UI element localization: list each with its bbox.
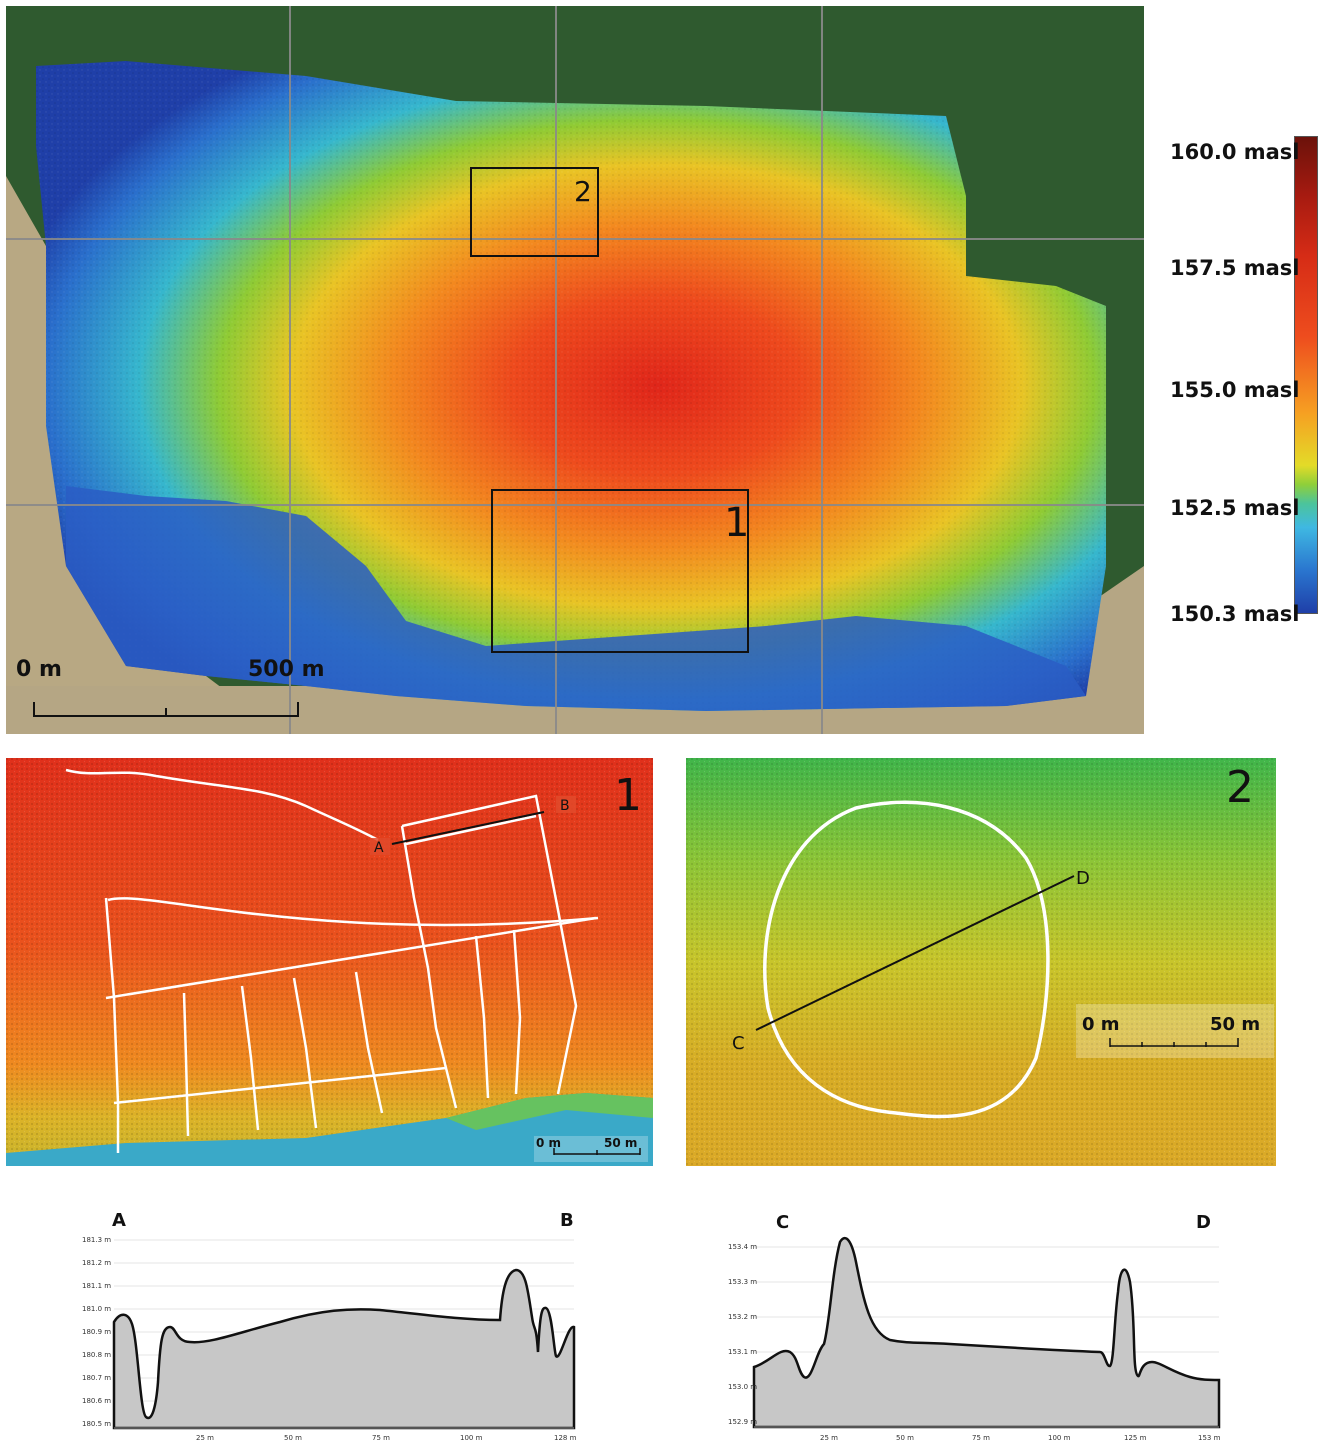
- profile-cd-xtick-5: 153 m: [1198, 1434, 1221, 1442]
- inset-1-scale-zero: 0 m: [536, 1136, 561, 1150]
- profile-line-ab: [391, 811, 545, 845]
- profile-cd-xtick-4: 125 m: [1124, 1434, 1147, 1442]
- inset-2-scale-zero: 0 m: [1082, 1014, 1120, 1035]
- profile-ab-xtick-4: 128 m: [554, 1434, 577, 1442]
- profile-ab-xtick-2: 75 m: [372, 1434, 390, 1442]
- profile-ab-svg: 181.3 m 181.2 m 181.1 m 181.0 m 180.9 m …: [82, 1236, 577, 1442]
- legend-label-high: 157.5 masl: [1170, 256, 1300, 280]
- profile-ab-xtick-3: 100 m: [460, 1434, 483, 1442]
- profile-cd-ytick-3: 153.1 m: [728, 1348, 757, 1356]
- inset-2-panel-label: 2: [1226, 762, 1254, 813]
- profile-ab-ytick-3: 181.0 m: [82, 1305, 111, 1313]
- profile-cd-xtick-2: 75 m: [972, 1434, 990, 1442]
- profile-ab-ytick-7: 180.6 m: [82, 1397, 111, 1405]
- profile-cd-ytick-4: 153.0 m: [728, 1383, 757, 1391]
- profile-cd-svg: 153.4 m 153.3 m 153.2 m 153.1 m 153.0 m …: [728, 1236, 1221, 1442]
- profile-ab-xtick-0: 25 m: [196, 1434, 214, 1442]
- profile-ab-ytick-4: 180.9 m: [82, 1328, 111, 1336]
- profile-ab-xtick-1: 50 m: [284, 1434, 302, 1442]
- profile-cd-xtick-1: 50 m: [896, 1434, 914, 1442]
- elevation-legend: 160.0 masl 157.5 masl 155.0 masl 152.5 m…: [1150, 130, 1320, 640]
- inset-2-scale-bar: 0 m 50 m: [1076, 1004, 1274, 1058]
- inset-2-scale-end: 50 m: [1210, 1014, 1260, 1035]
- inset-1-panel-label: 1: [614, 770, 642, 821]
- main-elevation-map: 2 1 0 m 500 m: [6, 6, 1144, 734]
- profile-ab-ytick-6: 180.7 m: [82, 1374, 111, 1382]
- profile-cd-xtick-3: 100 m: [1048, 1434, 1071, 1442]
- profile-cd-end-label: D: [1196, 1212, 1211, 1233]
- box-label-2: 2: [574, 175, 592, 208]
- inset-1-scale-end: 50 m: [604, 1136, 637, 1150]
- lowland-margin: [66, 486, 1086, 711]
- box-label-1: 1: [724, 500, 749, 546]
- legend-color-ramp: [1294, 136, 1318, 614]
- point-d-label: D: [1076, 868, 1090, 889]
- study-area-box-2: [470, 167, 599, 257]
- main-scale-end: 500 m: [248, 657, 325, 682]
- profile-ab-ytick-8: 180.5 m: [82, 1420, 111, 1428]
- inset-1-scale-bar: 0 m 50 m: [534, 1136, 648, 1162]
- profile-line-cd: [755, 875, 1075, 1031]
- profile-ab-ytick-2: 181.1 m: [82, 1282, 111, 1290]
- profile-ab-end-label: B: [560, 1210, 574, 1231]
- sand-area-left: [6, 176, 246, 734]
- point-b-label: B: [560, 798, 570, 814]
- profile-cd-chart: 153.4 m 153.3 m 153.2 m 153.1 m 153.0 m …: [720, 1232, 1225, 1447]
- main-scale-zero: 0 m: [16, 657, 62, 682]
- profile-cd-area: [752, 1236, 1221, 1429]
- legend-label-low: 152.5 masl: [1170, 496, 1300, 520]
- point-c-label: C: [732, 1033, 745, 1054]
- profile-ab-chart: 181.3 m 181.2 m 181.1 m 181.0 m 180.9 m …: [80, 1232, 580, 1447]
- trench-grid-lines: [65, 768, 599, 1153]
- profile-cd-ytick-2: 153.2 m: [728, 1313, 757, 1321]
- main-scale-bar: 0 m 500 m: [16, 657, 325, 717]
- profile-cd-start-label: C: [776, 1212, 790, 1233]
- profile-cd-ytick-0: 153.4 m: [728, 1243, 757, 1251]
- inset-2-svg: D C 2 0 m 50 m: [686, 758, 1276, 1166]
- study-area-box-1: [491, 489, 749, 653]
- profile-cd-ytick-5: 152.9 m: [728, 1418, 757, 1426]
- inset-map-1: A B 1 0 m 50 m: [6, 758, 653, 1166]
- profile-ab-start-label: A: [112, 1210, 126, 1231]
- legend-label-min: 150.3 masl: [1170, 602, 1300, 626]
- inset-map-2: D C 2 0 m 50 m: [686, 758, 1276, 1166]
- enclosure-outline: [763, 800, 1050, 1119]
- profile-ab-ytick-1: 181.2 m: [82, 1259, 111, 1267]
- point-b-marker: [556, 796, 576, 813]
- point-a-marker: [370, 838, 390, 855]
- profile-cd-ytick-1: 153.3 m: [728, 1278, 757, 1286]
- legend-label-max: 160.0 masl: [1170, 140, 1300, 164]
- profile-ab-area: [112, 1268, 576, 1430]
- legend-label-mid: 155.0 masl: [1170, 378, 1300, 402]
- profile-cd-xtick-0: 25 m: [820, 1434, 838, 1442]
- main-map-svg: 2 1 0 m 500 m: [6, 6, 1144, 734]
- map-grid: [6, 6, 1144, 734]
- inset-1-svg: A B 1 0 m 50 m: [6, 758, 653, 1166]
- profile-ab-ytick-0: 181.3 m: [82, 1236, 111, 1244]
- profile-ab-ytick-5: 180.8 m: [82, 1351, 111, 1359]
- point-a-label: A: [374, 840, 384, 856]
